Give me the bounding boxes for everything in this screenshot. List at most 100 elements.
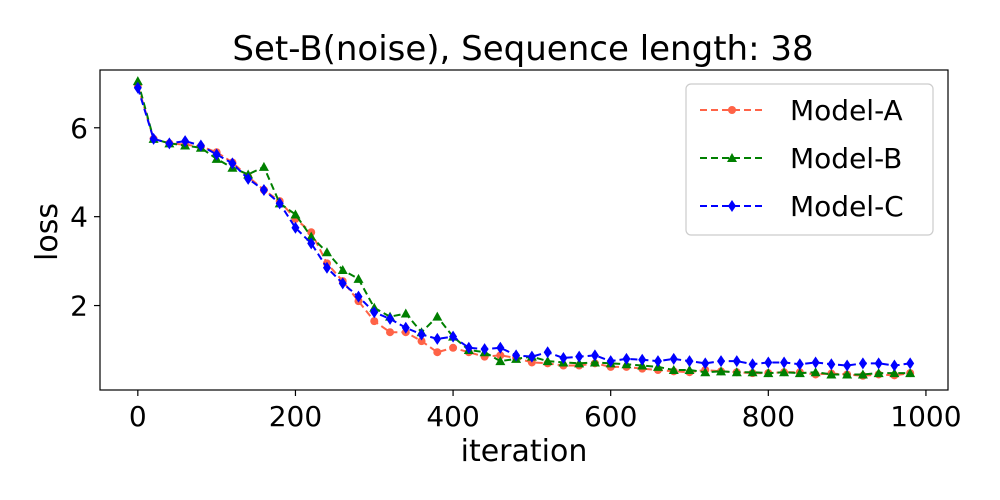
data-point bbox=[370, 317, 379, 326]
data-point bbox=[889, 368, 900, 378]
x-tick-label: 400 bbox=[426, 400, 479, 433]
data-point bbox=[857, 369, 868, 379]
data-point bbox=[543, 346, 552, 359]
data-point bbox=[244, 172, 253, 185]
x-tick-label: 800 bbox=[742, 400, 795, 433]
data-point bbox=[275, 197, 284, 210]
series-layer bbox=[132, 76, 916, 380]
legend-label: Model-A bbox=[790, 94, 903, 127]
data-point bbox=[149, 132, 158, 145]
data-point bbox=[747, 367, 758, 377]
data-point bbox=[780, 356, 789, 369]
data-point bbox=[842, 369, 853, 379]
data-point bbox=[873, 368, 884, 378]
data-point bbox=[811, 356, 820, 369]
data-point bbox=[228, 157, 237, 170]
data-point bbox=[496, 351, 505, 360]
data-point bbox=[132, 76, 143, 86]
x-tick-label: 1000 bbox=[890, 400, 961, 433]
legend-item-Model-C: Model-C bbox=[700, 190, 904, 223]
data-point bbox=[386, 328, 395, 337]
plot-area bbox=[99, 69, 949, 391]
data-point bbox=[433, 348, 442, 357]
x-tick-label: 600 bbox=[584, 400, 637, 433]
data-point bbox=[527, 350, 536, 363]
data-point bbox=[684, 365, 695, 374]
data-point bbox=[496, 341, 505, 354]
data-point bbox=[574, 358, 585, 368]
data-point bbox=[400, 308, 411, 318]
data-point bbox=[321, 247, 332, 257]
data-point bbox=[906, 357, 915, 370]
data-point bbox=[701, 357, 710, 370]
data-point bbox=[843, 359, 852, 372]
y-tick-label: 2 bbox=[70, 290, 88, 323]
data-point bbox=[764, 356, 773, 369]
data-point bbox=[290, 209, 301, 219]
legend-label: Model-B bbox=[790, 142, 902, 175]
x-tick-label: 0 bbox=[129, 400, 147, 433]
data-point bbox=[590, 349, 599, 362]
data-point bbox=[386, 312, 395, 325]
data-point bbox=[401, 321, 410, 334]
data-point bbox=[810, 367, 821, 377]
data-point bbox=[259, 184, 268, 196]
legend-label: Model-C bbox=[790, 190, 904, 223]
data-point bbox=[133, 81, 142, 94]
legend-marker bbox=[727, 153, 737, 162]
data-point bbox=[181, 135, 190, 148]
data-point bbox=[589, 357, 600, 367]
data-point bbox=[653, 355, 662, 368]
data-point bbox=[606, 355, 615, 368]
data-point bbox=[763, 368, 774, 378]
data-point bbox=[731, 367, 742, 377]
data-point bbox=[433, 332, 442, 345]
data-point bbox=[307, 237, 316, 250]
data-point bbox=[322, 261, 331, 274]
data-point bbox=[353, 273, 364, 283]
y-axis-label: loss bbox=[30, 203, 65, 261]
data-point bbox=[417, 337, 426, 346]
data-point bbox=[449, 330, 458, 343]
data-point bbox=[337, 265, 348, 274]
data-point bbox=[291, 221, 300, 234]
data-point bbox=[432, 311, 443, 321]
data-point bbox=[716, 366, 727, 376]
axis-ticks: 0 200 400 600 800 1000 2 4 6 bbox=[70, 112, 961, 433]
data-point bbox=[827, 358, 836, 371]
data-point bbox=[354, 290, 363, 303]
data-point bbox=[480, 343, 489, 356]
data-point bbox=[748, 358, 757, 371]
data-point bbox=[826, 369, 837, 379]
legend-marker bbox=[728, 200, 736, 212]
data-point bbox=[732, 355, 741, 368]
data-point bbox=[417, 328, 426, 341]
legend-item-Model-A: Model-A bbox=[700, 94, 903, 127]
data-point bbox=[638, 353, 647, 366]
data-point bbox=[795, 358, 804, 371]
data-point bbox=[165, 137, 174, 150]
data-point bbox=[464, 341, 473, 354]
data-point bbox=[212, 148, 221, 161]
data-point bbox=[890, 359, 899, 372]
data-point bbox=[668, 365, 679, 374]
data-point bbox=[905, 368, 916, 378]
data-point bbox=[449, 343, 458, 352]
data-point bbox=[669, 352, 678, 365]
series-line bbox=[136, 87, 911, 367]
legend-box bbox=[685, 83, 934, 236]
data-point bbox=[196, 139, 205, 152]
data-point bbox=[700, 367, 711, 377]
y-tick-label: 4 bbox=[70, 201, 88, 234]
data-point bbox=[858, 357, 867, 370]
data-point bbox=[495, 356, 506, 366]
legend: Model-A Model-B Model-C bbox=[685, 83, 934, 236]
legend-marker bbox=[728, 106, 736, 114]
data-point bbox=[874, 357, 883, 370]
data-point bbox=[794, 368, 805, 378]
data-point bbox=[575, 350, 584, 363]
series-Model-C bbox=[133, 81, 915, 372]
data-point bbox=[338, 277, 347, 290]
chart-title: Set-B(noise), Sequence length: 38 bbox=[232, 29, 813, 69]
